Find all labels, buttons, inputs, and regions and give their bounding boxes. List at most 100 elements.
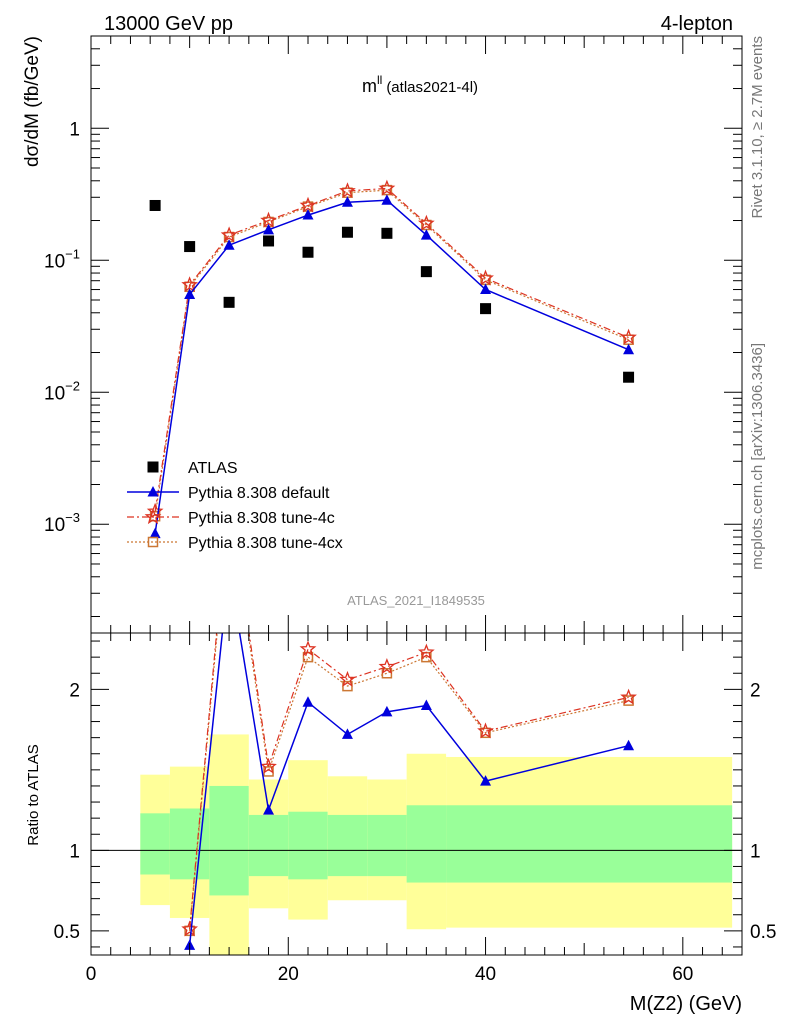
- ratio-point-0-6: [420, 699, 432, 710]
- main-point-1-0: [149, 527, 161, 539]
- main-point-0-1: [184, 241, 196, 253]
- plot-title-main: m: [362, 76, 377, 96]
- y-axis-label-ratio: Ratio to ATLAS: [25, 744, 42, 845]
- legend-entry-1: Pythia 8.308 default: [127, 485, 330, 502]
- ratio-point-1-4: [339, 670, 356, 687]
- legend: ATLAS Pythia 8.308 default Pythia 8.308 tu…: [127, 460, 343, 552]
- band-1sigma-3: [248, 814, 289, 877]
- main-point-1-7: [420, 229, 432, 240]
- main-line-1: [154, 199, 629, 534]
- ratio-point-1-6: [417, 643, 435, 660]
- main-point-2-7: [418, 214, 435, 231]
- plot-title: mll (atlas2021-4l): [362, 73, 478, 96]
- y-tick-label-ratio-right-2: 2: [750, 680, 761, 701]
- main-point-2-8: [477, 269, 494, 286]
- main-point-1-6: [381, 194, 393, 205]
- main-point-1-5: [341, 196, 353, 207]
- ratio-point-0-8: [623, 739, 635, 751]
- main-point-0-7: [420, 266, 432, 278]
- ratio-line-2: [189, 633, 629, 931]
- main-point-0-5: [341, 226, 353, 238]
- ratio-panel: [91, 633, 742, 950]
- header-right: 4-lepton: [661, 13, 733, 35]
- main-point-0-4: [302, 246, 314, 258]
- ratio-point-2-8: [623, 695, 634, 706]
- ratio-point-0-2: [263, 804, 275, 815]
- main-point-2-3: [260, 211, 277, 228]
- ratio-point-1-8: [620, 688, 637, 705]
- main-point-0-8: [480, 303, 492, 315]
- ratio-point-0-3: [302, 696, 314, 707]
- main-point-1-9: [623, 343, 635, 355]
- legend-label-0: ATLAS: [188, 460, 238, 477]
- main-point-2-1: [181, 276, 198, 293]
- ratio-series-1: [181, 633, 637, 937]
- main-point-1-8: [480, 283, 492, 295]
- main-point-0-2: [223, 296, 235, 308]
- ratio-point-2-7: [480, 727, 491, 739]
- x-axis-label: M(Z2) (GeV): [630, 993, 742, 1015]
- ratio-point-1-7: [477, 722, 494, 739]
- ratio-point-1-3: [299, 640, 317, 657]
- band-1sigma-2: [209, 785, 249, 896]
- ratio-point-1-0: [181, 920, 198, 937]
- panel-frames: [90, 35, 743, 956]
- band-1sigma-9: [525, 805, 733, 883]
- main-point-2-5: [339, 182, 356, 199]
- ratio-uncertainty-bands: [140, 734, 733, 955]
- legend-label-3: Pythia 8.308 tune-4cx: [188, 535, 343, 552]
- main-point-0-3: [263, 235, 275, 247]
- rivet-version-label: Rivet 3.1.10, ≥ 2.7M events: [749, 36, 766, 219]
- main-point-2-6: [378, 179, 396, 196]
- main-point-1-4: [302, 209, 314, 220]
- ratio-point-0-7: [480, 775, 492, 786]
- main-panel: [146, 179, 637, 539]
- x-tick-label-20: 20: [278, 964, 299, 985]
- legend-entry-3: Pythia 8.308 tune-4cx: [127, 535, 343, 552]
- main-point-0-6: [381, 227, 393, 239]
- legend-label-1: Pythia 8.308 default: [188, 485, 330, 502]
- main-series-0: [149, 199, 635, 383]
- legend-entry-2: Pythia 8.308 tune-4c: [127, 508, 335, 527]
- y-tick-label-main-3: 1: [69, 119, 80, 140]
- legend-marker-3: [147, 536, 159, 548]
- ratio-frame: [90, 632, 743, 956]
- y-tick-label-main-0: 10−3: [44, 510, 80, 536]
- watermark: ATLAS_2021_I1849535: [347, 593, 485, 608]
- ratio-line-1: [189, 633, 629, 930]
- y-axis-label-main: dσ/dM (fb/GeV): [22, 36, 43, 167]
- main-point-0-9: [623, 371, 635, 383]
- band-1sigma-5: [327, 814, 368, 877]
- main-point-2-2: [220, 226, 238, 243]
- main-point-2-9: [620, 328, 637, 345]
- axes: 0 20 40 60 10−3 10−2 10−1 1 0.5 0.5 1 1 2 2: [44, 35, 776, 985]
- main-line-2: [154, 187, 629, 512]
- main-point-1-2: [223, 239, 235, 250]
- ratio-series-0: [184, 633, 635, 950]
- ratio-point-1-2: [260, 757, 277, 774]
- legend-marker-0: [147, 461, 159, 473]
- plot-title-suffix: (atlas2021-4l): [386, 79, 478, 96]
- main-line-3: [154, 189, 629, 517]
- legend-entry-0: ATLAS: [147, 460, 238, 477]
- x-tick-label-60: 60: [672, 964, 693, 985]
- main-point-1-1: [184, 288, 196, 300]
- band-1sigma-4: [288, 811, 328, 880]
- legend-label-2: Pythia 8.308 tune-4c: [188, 510, 335, 527]
- y-tick-label-main-2: 10−1: [44, 246, 80, 272]
- header-left: 13000 GeV pp: [104, 13, 233, 35]
- main-point-1-3: [263, 223, 275, 235]
- mcplots-label: mcplots.cern.ch [arXiv:1306.3436]: [749, 343, 766, 570]
- main-point-0-0: [149, 199, 161, 211]
- legend-marker-1: [147, 486, 159, 497]
- main-point-2-4: [299, 196, 317, 213]
- y-tick-label-ratio-left-2: 2: [69, 680, 80, 701]
- legend-marker-2: [144, 508, 162, 525]
- x-tick-label-0: 0: [86, 964, 97, 985]
- main-series-1: [149, 194, 635, 539]
- band-1sigma-0: [140, 813, 170, 875]
- main-series-2: [146, 179, 637, 519]
- y-tick-label-ratio-left-1: 1: [69, 841, 80, 862]
- y-tick-label-ratio-right-0.5: 0.5: [750, 922, 776, 943]
